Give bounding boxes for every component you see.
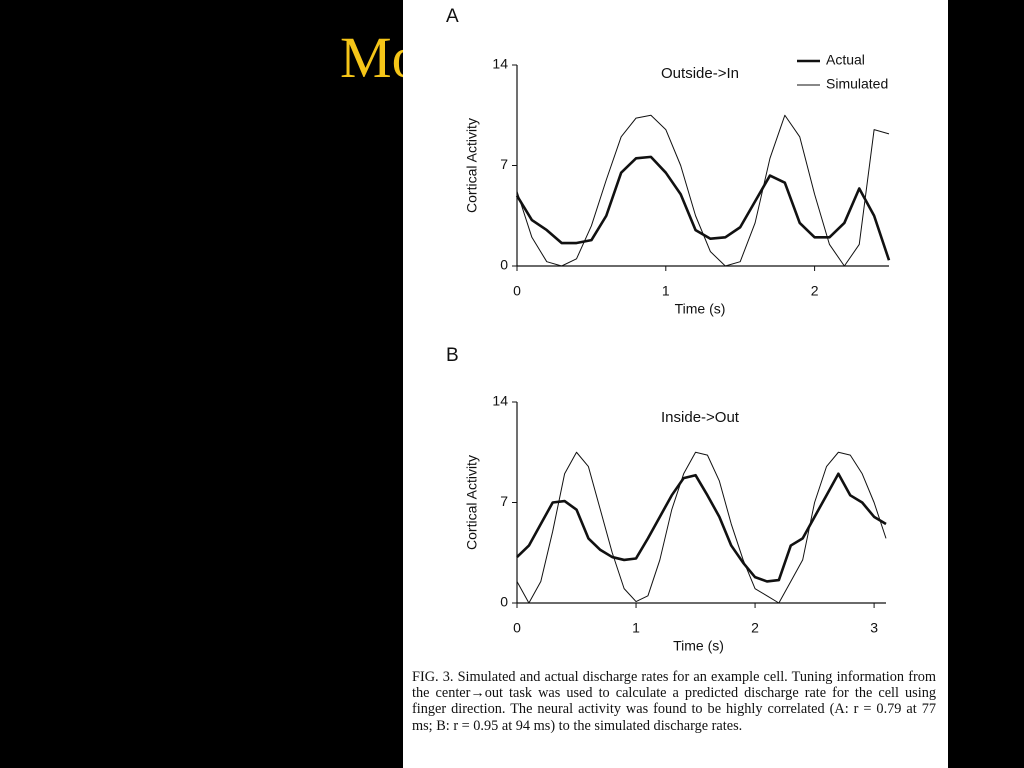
x-tick-label: 2 [811, 283, 819, 299]
y-tick-label: 7 [500, 156, 508, 172]
figure-panel [403, 0, 948, 768]
x-tick-label: 0 [513, 283, 521, 299]
x-axis-label: Time (s) [675, 301, 726, 317]
y-tick-label: 14 [492, 56, 508, 72]
legend-label: Actual [826, 52, 865, 68]
figure-caption: FIG. 3. Simulated and actual discharge r… [412, 669, 936, 734]
y-tick-label: 0 [500, 594, 508, 610]
x-tick-label: 1 [662, 283, 670, 299]
x-tick-label: 0 [513, 620, 521, 636]
panel-label: B [446, 345, 459, 366]
legend-label: Simulated [826, 76, 888, 92]
x-tick-label: 2 [751, 620, 759, 636]
y-tick-label: 0 [500, 257, 508, 273]
y-axis-label: Cortical Activity [464, 118, 480, 213]
annotation: Inside->Out [661, 409, 740, 426]
panel-label: A [446, 6, 459, 27]
series-line [516, 114, 890, 267]
x-tick-label: 1 [632, 620, 640, 636]
series-line [515, 155, 891, 261]
series-line [516, 451, 887, 604]
series-line [516, 472, 887, 583]
y-tick-label: 14 [492, 393, 508, 409]
annotation: Outside->In [661, 65, 739, 82]
y-tick-label: 7 [500, 493, 508, 509]
y-axis-label: Cortical Activity [464, 455, 480, 550]
x-tick-label: 3 [870, 620, 878, 636]
x-axis-label: Time (s) [673, 638, 724, 654]
